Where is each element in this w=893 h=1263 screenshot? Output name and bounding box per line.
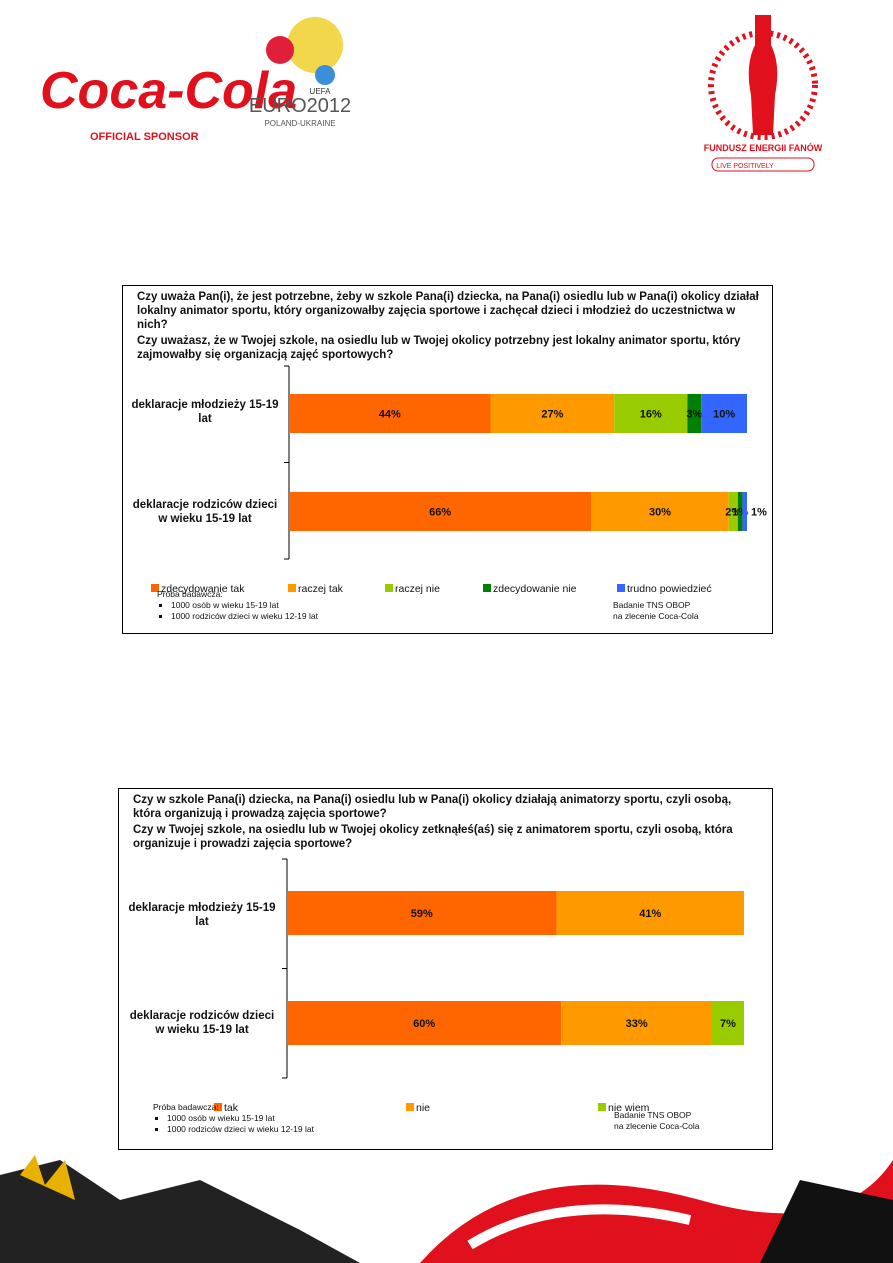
value-label: 16% xyxy=(640,409,662,421)
legend-label: zdecydowanie nie xyxy=(493,583,577,595)
chart-title: Czy uważa Pan(i), że jest potrzebne, żeb… xyxy=(137,291,759,331)
slogan-text: LIVE POSITIVELY xyxy=(716,163,774,170)
uefa-text: UEFA xyxy=(310,87,332,96)
bar-segment xyxy=(591,492,729,531)
value-label: 59% xyxy=(411,908,433,920)
legend-label: zdecydowanie tak xyxy=(161,583,245,595)
value-label: 10% xyxy=(713,409,735,421)
bar-segment xyxy=(614,394,688,433)
value-label: 66% xyxy=(429,507,451,519)
bar-segment xyxy=(687,394,702,433)
legend-swatch xyxy=(617,584,625,592)
value-label: 44% xyxy=(379,409,401,421)
bar-segment xyxy=(289,492,592,531)
value-label: 30% xyxy=(649,507,671,519)
chart-question: Czy w szkole Pana(i) dziecka, na Pana(i)… xyxy=(133,793,760,851)
source-line: Badanie TNS OBOP xyxy=(614,1110,692,1120)
chart-subtitle: Czy uważasz, że w Twojej szkole, na osie… xyxy=(137,335,741,361)
bar-segment xyxy=(561,1001,713,1045)
sample-note: Próba badawcza:1000 osób w wieku 15-19 l… xyxy=(157,589,318,622)
bar-segment xyxy=(556,891,744,935)
flower-icon xyxy=(266,36,294,64)
sample-label: Próba badawcza: xyxy=(157,589,223,599)
bottle-icon xyxy=(748,15,778,135)
brand-logo: Coca-Cola xyxy=(40,62,297,120)
value-label: 3% xyxy=(686,409,702,421)
chart-subtitle: Czy w Twojej szkole, na osiedlu lub w Tw… xyxy=(133,824,733,850)
sample-item: 1000 rodziców dzieci w wieku 12-19 lat xyxy=(171,611,318,622)
legend-swatch xyxy=(385,584,393,592)
fund-text: FUNDUSZ ENERGII FANÓW xyxy=(704,142,823,153)
legend-swatch xyxy=(406,1103,414,1111)
bar-segment xyxy=(287,1001,562,1045)
chart-panel: Czy w szkole Pana(i) dziecka, na Pana(i)… xyxy=(118,788,773,1150)
category-label: deklaracje rodziców dzieci w wieku 15-19… xyxy=(129,1010,275,1036)
legend-label: trudno powiedzieć xyxy=(627,583,712,595)
chart-title: Czy w szkole Pana(i) dziecka, na Pana(i)… xyxy=(133,794,732,820)
source-line: na zlecenie Coca-Cola xyxy=(613,611,699,621)
crowd-shape xyxy=(760,1180,893,1263)
legend-swatch xyxy=(288,584,296,592)
value-label: 7% xyxy=(720,1018,736,1030)
legend-label: nie xyxy=(416,1102,430,1114)
sample-item: 1000 rodziców dzieci w wieku 12-19 lat xyxy=(167,1124,314,1135)
chart-panel: Czy uważa Pan(i), że jest potrzebne, żeb… xyxy=(122,285,773,634)
slogan-frame xyxy=(711,157,815,172)
teeth-shape xyxy=(467,1204,692,1250)
ball-icon xyxy=(287,17,343,73)
bar-segment xyxy=(289,394,491,433)
legend-label: raczej nie xyxy=(395,583,440,595)
legend-label: raczej tak xyxy=(298,583,344,595)
value-label: 41% xyxy=(639,908,661,920)
plot: 59% 41% 60% 33% 7% tak nie nie wiem xyxy=(214,858,744,1114)
plot: 44% 27% 16% 3% 10%66% 30% 2%1% 1%zdecydowanie t… xyxy=(151,365,767,595)
sponsor-text: OFFICIAL SPONSOR xyxy=(90,131,199,143)
legend-swatch xyxy=(483,584,491,592)
value-label: 60% xyxy=(413,1018,435,1030)
bar-segment xyxy=(490,394,615,433)
bar-segment xyxy=(742,492,747,531)
crowd-shape xyxy=(0,1160,360,1263)
crowd-shape xyxy=(20,1155,75,1200)
category-label: deklaracje rodziców dzieci w wieku 15-19… xyxy=(132,499,278,525)
value-label: 2% xyxy=(725,507,741,519)
flower-icon xyxy=(315,65,335,85)
sample-note: Próba badawcza:1000 osób w wieku 15-19 l… xyxy=(153,1102,314,1135)
source-line: na zlecenie Coca-Cola xyxy=(614,1121,700,1131)
legend-label: nie wiem xyxy=(608,1102,650,1114)
legend-swatch xyxy=(214,1103,222,1111)
fund-logo xyxy=(708,30,818,140)
legend-label: tak xyxy=(224,1102,239,1114)
hosts-text: POLAND-UKRAINE xyxy=(264,119,335,128)
chart-question: Czy uważa Pan(i), że jest potrzebne, żeb… xyxy=(137,290,760,362)
sample-item: 1000 osób w wieku 15-19 lat xyxy=(167,1113,314,1124)
bar-segment xyxy=(712,1001,744,1045)
bar-segment xyxy=(737,492,743,531)
value-label: 1% xyxy=(751,507,767,519)
bar-segment xyxy=(287,891,557,935)
source-note: Badanie TNS OBOP na zlecenie Coca-Cola xyxy=(614,1110,700,1132)
category-label: deklaracje młodzieży 15-19 lat xyxy=(128,902,276,928)
category-label: deklaracje młodzieży 15-19 lat xyxy=(131,399,279,425)
source-line: Badanie TNS OBOP xyxy=(613,600,691,610)
source-note: Badanie TNS OBOP na zlecenie Coca-Cola xyxy=(613,600,699,622)
euro-text: EURO2012 xyxy=(249,95,351,117)
value-label: 27% xyxy=(541,409,563,421)
legend-swatch xyxy=(151,584,159,592)
sample-item: 1000 osób w wieku 15-19 lat xyxy=(171,600,318,611)
bar-segment xyxy=(728,492,738,531)
sample-label: Próba badawcza: xyxy=(153,1102,219,1112)
value-label: 33% xyxy=(626,1018,648,1030)
bar-segment xyxy=(701,394,747,433)
legend-swatch xyxy=(598,1103,606,1111)
